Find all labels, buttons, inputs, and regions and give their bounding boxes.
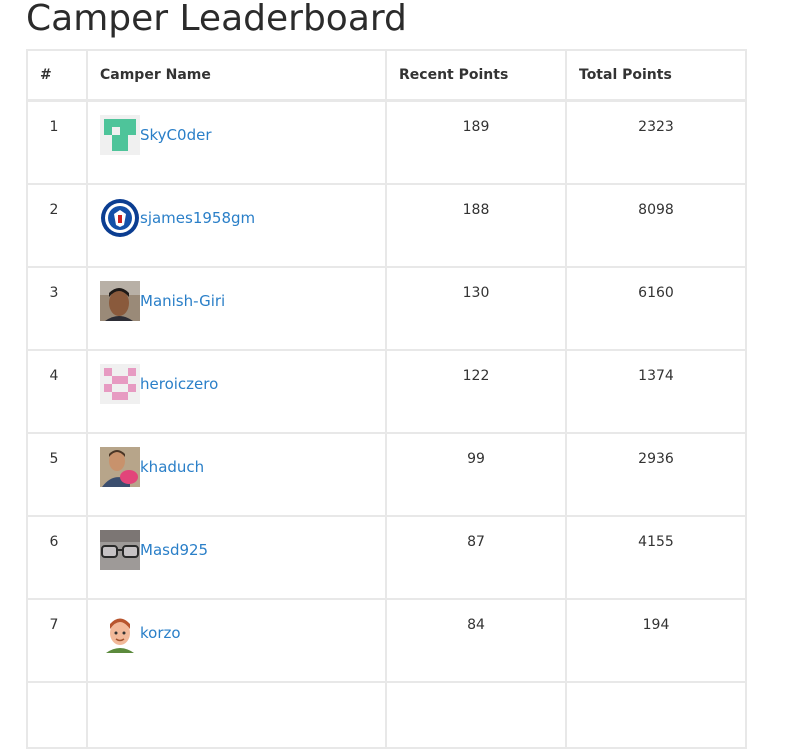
camper-name-header[interactable]: Camper Name [86, 49, 387, 102]
rank-header[interactable]: # [26, 49, 88, 102]
camper-name: SkyC0der [140, 126, 212, 144]
camper-name: Masd925 [140, 541, 209, 559]
rank-cell: 1 [26, 99, 88, 185]
rank-cell: 6 [26, 515, 88, 600]
camper-name: Manish-Giri [140, 292, 226, 310]
name-cell: heroiczero [86, 349, 387, 434]
recent-points-cell: 189 [385, 99, 567, 185]
camper-link[interactable]: Manish-Giri [100, 281, 225, 321]
rank-cell: 4 [26, 349, 88, 434]
recent-points-cell: 188 [385, 183, 567, 268]
total-points-cell: 6160 [565, 266, 747, 351]
name-cell: Masd925 [86, 515, 387, 600]
camper-name: khaduch [140, 458, 205, 476]
total-points-header[interactable]: Total Points [565, 49, 747, 102]
avatar [100, 447, 140, 487]
rank-cell: 7 [26, 598, 88, 683]
page-title: Camper Leaderboard [26, 0, 407, 39]
recent-points-cell: 122 [385, 349, 567, 434]
recent-points-header[interactable]: Recent Points [385, 49, 567, 102]
camper-link[interactable]: khaduch [100, 447, 204, 487]
table-row: 6 Masd925 87 4155 [26, 515, 747, 600]
recent-points-cell: 84 [385, 598, 567, 683]
table-row: 5 khaduch 99 2936 [26, 432, 747, 517]
table-row: 1 [26, 99, 747, 185]
avatar [100, 115, 140, 155]
avatar [100, 530, 140, 570]
camper-link[interactable]: korzo [100, 613, 181, 653]
recent-points-cell: 87 [385, 515, 567, 600]
total-points-cell: 1374 [565, 349, 747, 434]
rank-cell: 2 [26, 183, 88, 268]
camper-name: sjames1958gm [140, 209, 256, 227]
total-points-cell: 194 [565, 598, 747, 683]
name-cell: sjames1958gm [86, 183, 387, 268]
total-points-cell: 8098 [565, 183, 747, 268]
recent-points-cell: 99 [385, 432, 567, 517]
table-row-partial [26, 681, 747, 749]
name-cell: korzo [86, 598, 387, 683]
recent-points-cell: 130 [385, 266, 567, 351]
name-cell: SkyC0der [86, 99, 387, 185]
camper-link[interactable]: SkyC0der [100, 115, 211, 155]
rank-cell: 3 [26, 266, 88, 351]
total-points-cell: 4155 [565, 515, 747, 600]
avatar [100, 364, 140, 404]
rank-cell: 5 [26, 432, 88, 517]
table-row: 3 Manish-Giri 130 6160 [26, 266, 747, 351]
total-points-cell: 2323 [565, 99, 747, 185]
camper-link[interactable]: Masd925 [100, 530, 208, 570]
camper-link[interactable]: sjames1958gm [100, 198, 255, 238]
avatar [100, 198, 140, 238]
avatar [100, 613, 140, 653]
name-cell: khaduch [86, 432, 387, 517]
camper-name: heroiczero [140, 375, 219, 393]
camper-link[interactable]: heroiczero [100, 364, 218, 404]
table-row: 2 sjames1958gm [26, 183, 747, 268]
avatar [100, 281, 140, 321]
total-points-cell: 2936 [565, 432, 747, 517]
table-row: 7 korzo 84 [26, 598, 747, 683]
name-cell: Manish-Giri [86, 266, 387, 351]
camper-name: korzo [140, 624, 181, 642]
leaderboard-table: # Camper Name Recent Points Total Points… [26, 49, 747, 749]
header-row: # Camper Name Recent Points Total Points [26, 49, 747, 102]
table-row: 4 heroiczero [26, 349, 747, 434]
